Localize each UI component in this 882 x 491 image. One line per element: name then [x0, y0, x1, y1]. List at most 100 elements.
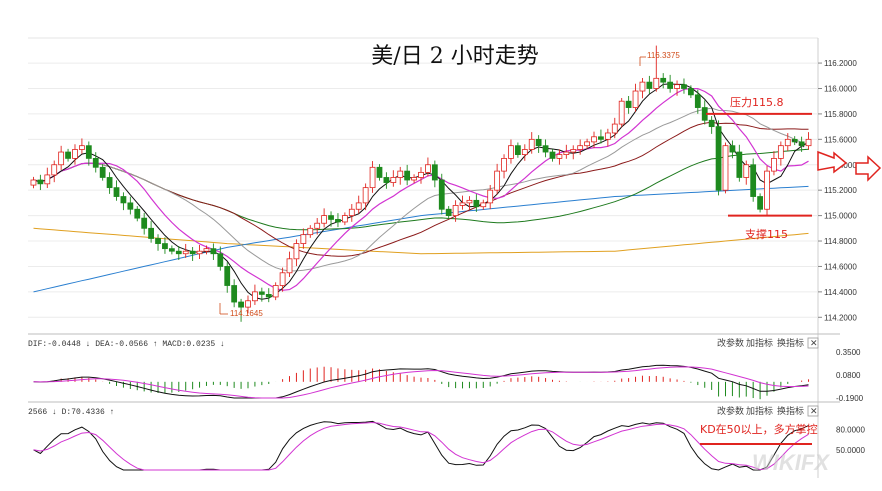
candle-body: [148, 227, 154, 239]
macd-close-button[interactable]: [807, 337, 819, 349]
macd-switch-indicator-button[interactable]: 换指标: [777, 337, 804, 349]
candle-body: [210, 248, 217, 255]
kd-params-button[interactable]: 改参数: [717, 405, 744, 417]
candle-body: [618, 100, 625, 125]
kd-k-line: [33, 420, 809, 471]
kd-y-axis: 80.0000 50.0000: [836, 426, 865, 455]
macd-add-indicator-button[interactable]: 加指标: [746, 337, 773, 349]
macd-controls: 改参数 加指标 换指标 ✕: [717, 337, 819, 349]
main-panel-frame: [28, 37, 840, 478]
macd-y-axis: 0.3500 0.0800 -0.1900: [836, 348, 864, 403]
kd-close-icon: ✕: [810, 407, 818, 417]
candle-body: [341, 215, 348, 223]
kd-switch-indicator-button[interactable]: 换指标: [777, 405, 804, 417]
candle-body: [37, 179, 44, 185]
candle-body: [362, 187, 369, 204]
candle-body: [258, 291, 265, 295]
candle-body: [570, 149, 577, 153]
candle-body: [272, 285, 279, 298]
ma250-line: [33, 227, 809, 255]
candle-body: [120, 196, 127, 204]
price-tick-label: 114.4000: [824, 288, 857, 297]
candle-body: [79, 145, 85, 150]
candle-body: [224, 266, 231, 286]
price-tick-label: 116.2000: [824, 59, 857, 68]
candle-body: [563, 151, 570, 155]
right-arrow-icon: [855, 155, 882, 182]
macd-tick-label: 0.3500: [836, 348, 861, 357]
candle-body: [715, 126, 722, 191]
candle-body: [508, 145, 514, 159]
candle-body: [688, 88, 694, 96]
candle-body: [632, 90, 639, 108]
candle-body: [175, 250, 182, 255]
macd-close-icon: ✕: [810, 339, 818, 349]
candle-body: [217, 253, 224, 267]
support-label: 支撑115: [745, 227, 788, 241]
price-tick-label: 116.0000: [824, 84, 857, 93]
candle-body: [155, 238, 161, 244]
candle-body: [771, 157, 777, 172]
kd-add-indicator-button[interactable]: 加指标: [746, 405, 773, 417]
candle-body: [501, 157, 507, 172]
candle-body: [528, 138, 535, 150]
candle-body: [113, 187, 120, 197]
price-tick-label: 115.6000: [824, 135, 857, 144]
macd-tick-label: -0.1900: [836, 394, 864, 403]
candlesticks: [30, 45, 812, 322]
candle-body: [729, 145, 736, 153]
candle-body: [611, 123, 618, 134]
candle-body: [141, 217, 148, 229]
candle-body: [286, 258, 293, 274]
price-y-axis: 116.2000116.0000115.8000115.6000115.4000…: [818, 59, 857, 322]
candle-body: [660, 77, 667, 83]
candle-body: [694, 94, 701, 108]
down-right-arrow-icon: [817, 150, 848, 174]
candle-body: [300, 234, 307, 244]
candle-body: [708, 119, 715, 128]
candle-body: [383, 177, 390, 183]
moving-averages: [33, 83, 809, 300]
candle-body: [653, 77, 660, 89]
ma10-line: [33, 88, 809, 291]
candle-body: [348, 208, 355, 217]
low-price-label: 114.1645: [230, 309, 263, 318]
candle-body: [466, 199, 473, 204]
kd-close-button[interactable]: [807, 405, 819, 417]
candle-body: [598, 136, 604, 140]
candle-body: [750, 164, 757, 197]
candle-body: [376, 166, 383, 178]
candle-body: [646, 81, 653, 89]
candle-body: [196, 250, 203, 255]
candle-body: [584, 141, 590, 147]
price-tick-label: 114.8000: [824, 237, 857, 246]
candle-body: [549, 151, 556, 159]
candle-body: [418, 171, 424, 178]
candle-body: [369, 166, 376, 189]
candle-body: [127, 202, 134, 210]
candle-body: [404, 170, 411, 181]
candle-body: [459, 202, 466, 206]
kd-tick-label: 80.0000: [836, 426, 865, 435]
price-tick-label: 114.6000: [824, 262, 857, 271]
macd-panel: [33, 364, 810, 400]
candle-body: [577, 145, 584, 150]
candle-body: [397, 170, 404, 178]
macd-params-button[interactable]: 改参数: [717, 337, 744, 349]
candle-body: [99, 166, 106, 178]
candle-body: [411, 177, 417, 181]
candle-body: [314, 222, 321, 229]
candle-body: [231, 285, 238, 303]
candle-body: [162, 243, 168, 250]
candle-body: [106, 177, 113, 189]
candle-body: [438, 179, 445, 210]
candle-body: [238, 301, 244, 308]
projection-arrows: [791, 139, 882, 182]
candle-body: [431, 164, 438, 181]
macd-tick-label: 0.0800: [836, 371, 861, 380]
candle-body: [681, 84, 687, 89]
candle-body: [591, 136, 597, 143]
high-price-label: 116.3375: [647, 51, 680, 60]
candle-body: [245, 300, 251, 308]
candle-body: [494, 170, 501, 191]
